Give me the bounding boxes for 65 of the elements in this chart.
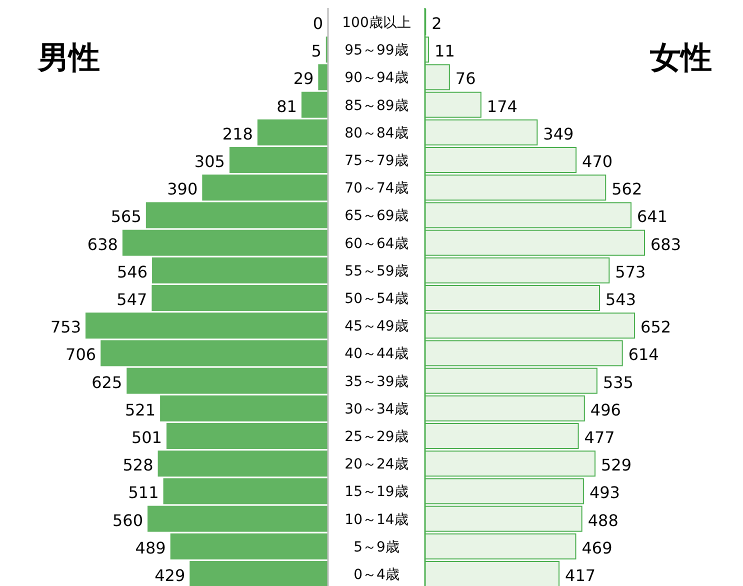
data-label: 535 — [602, 372, 634, 392]
data-label: 469 — [582, 538, 612, 558]
data-label: 573 — [615, 262, 646, 282]
y-tick-label: 45～49歳 — [344, 318, 408, 335]
data-label: 528 — [122, 456, 154, 475]
data-label: 521 — [125, 400, 156, 420]
text: 女性 — [649, 40, 712, 76]
data-label: 349 — [543, 124, 574, 144]
y-tick-label: 40～44歳 — [344, 346, 408, 362]
y-tick-label: 70～74歳 — [344, 180, 408, 197]
data-label: 81 — [276, 96, 297, 116]
data-label: 417 — [565, 566, 596, 585]
data-label: 501 — [131, 428, 162, 447]
y-tick-label: 10～14歳 — [344, 512, 408, 528]
data-label: 543 — [606, 290, 636, 309]
data-label: 529 — [601, 456, 632, 475]
y-tick-label: 50～54歳 — [344, 291, 408, 307]
y-tick-label: 100歳以上 — [342, 15, 411, 31]
data-label: 638 — [87, 234, 118, 254]
y-tick-label: 0～4歳 — [354, 567, 400, 583]
y-tick-label: 85～89歳 — [344, 98, 408, 114]
data-label: 5 — [311, 42, 322, 61]
y-tick-label: 30～34歳 — [344, 401, 408, 418]
data-label: 0 — [312, 14, 323, 33]
data-label: 547 — [116, 290, 148, 309]
data-label: 305 — [194, 152, 225, 171]
data-label: 489 — [135, 538, 166, 558]
y-tick-label: 60～64歳 — [344, 236, 408, 252]
data-label: 560 — [112, 510, 144, 530]
data-label: 29 — [293, 69, 314, 88]
y-tick-label: 15～19歳 — [344, 484, 408, 500]
data-label: 496 — [590, 400, 621, 420]
data-label: 11 — [434, 42, 455, 61]
data-label: 562 — [612, 180, 642, 199]
data-label: 652 — [640, 318, 672, 337]
data-label: 477 — [584, 428, 615, 447]
y-tick-label: 25～29歳 — [344, 429, 408, 445]
data-label: 683 — [650, 234, 682, 254]
data-label: 390 — [167, 180, 198, 199]
data-label: 218 — [222, 124, 253, 144]
data-label: 511 — [128, 483, 159, 502]
data-label: 429 — [154, 566, 186, 585]
y-tick-label: 55～59歳 — [344, 263, 408, 280]
data-label: 565 — [110, 207, 142, 226]
data-label: 546 — [116, 262, 148, 282]
data-label: 641 — [637, 207, 668, 226]
y-tick-label: 35～39歳 — [344, 374, 408, 390]
data-label: 706 — [66, 345, 96, 364]
data-label: 625 — [92, 372, 122, 392]
y-tick-label: 65～69歳 — [344, 208, 408, 224]
data-label: 753 — [50, 318, 81, 337]
data-label: 76 — [455, 69, 476, 88]
y-tick-label: 95～99歳 — [344, 42, 408, 59]
data-label: 174 — [486, 96, 518, 116]
data-label: 2 — [432, 14, 442, 33]
data-label: 493 — [589, 483, 620, 502]
y-tick-label: 20～24歳 — [344, 456, 408, 473]
y-tick-label: 75～79歳 — [344, 153, 408, 169]
y-tick-label: 90～94歳 — [344, 70, 408, 86]
y-tick-label: 5～9歳 — [354, 539, 400, 556]
y-tick-label: 80～84歳 — [344, 125, 408, 142]
data-label: 470 — [582, 152, 613, 171]
text: 男性 — [37, 40, 100, 76]
data-label: 614 — [628, 345, 659, 364]
data-label: 488 — [588, 510, 618, 530]
